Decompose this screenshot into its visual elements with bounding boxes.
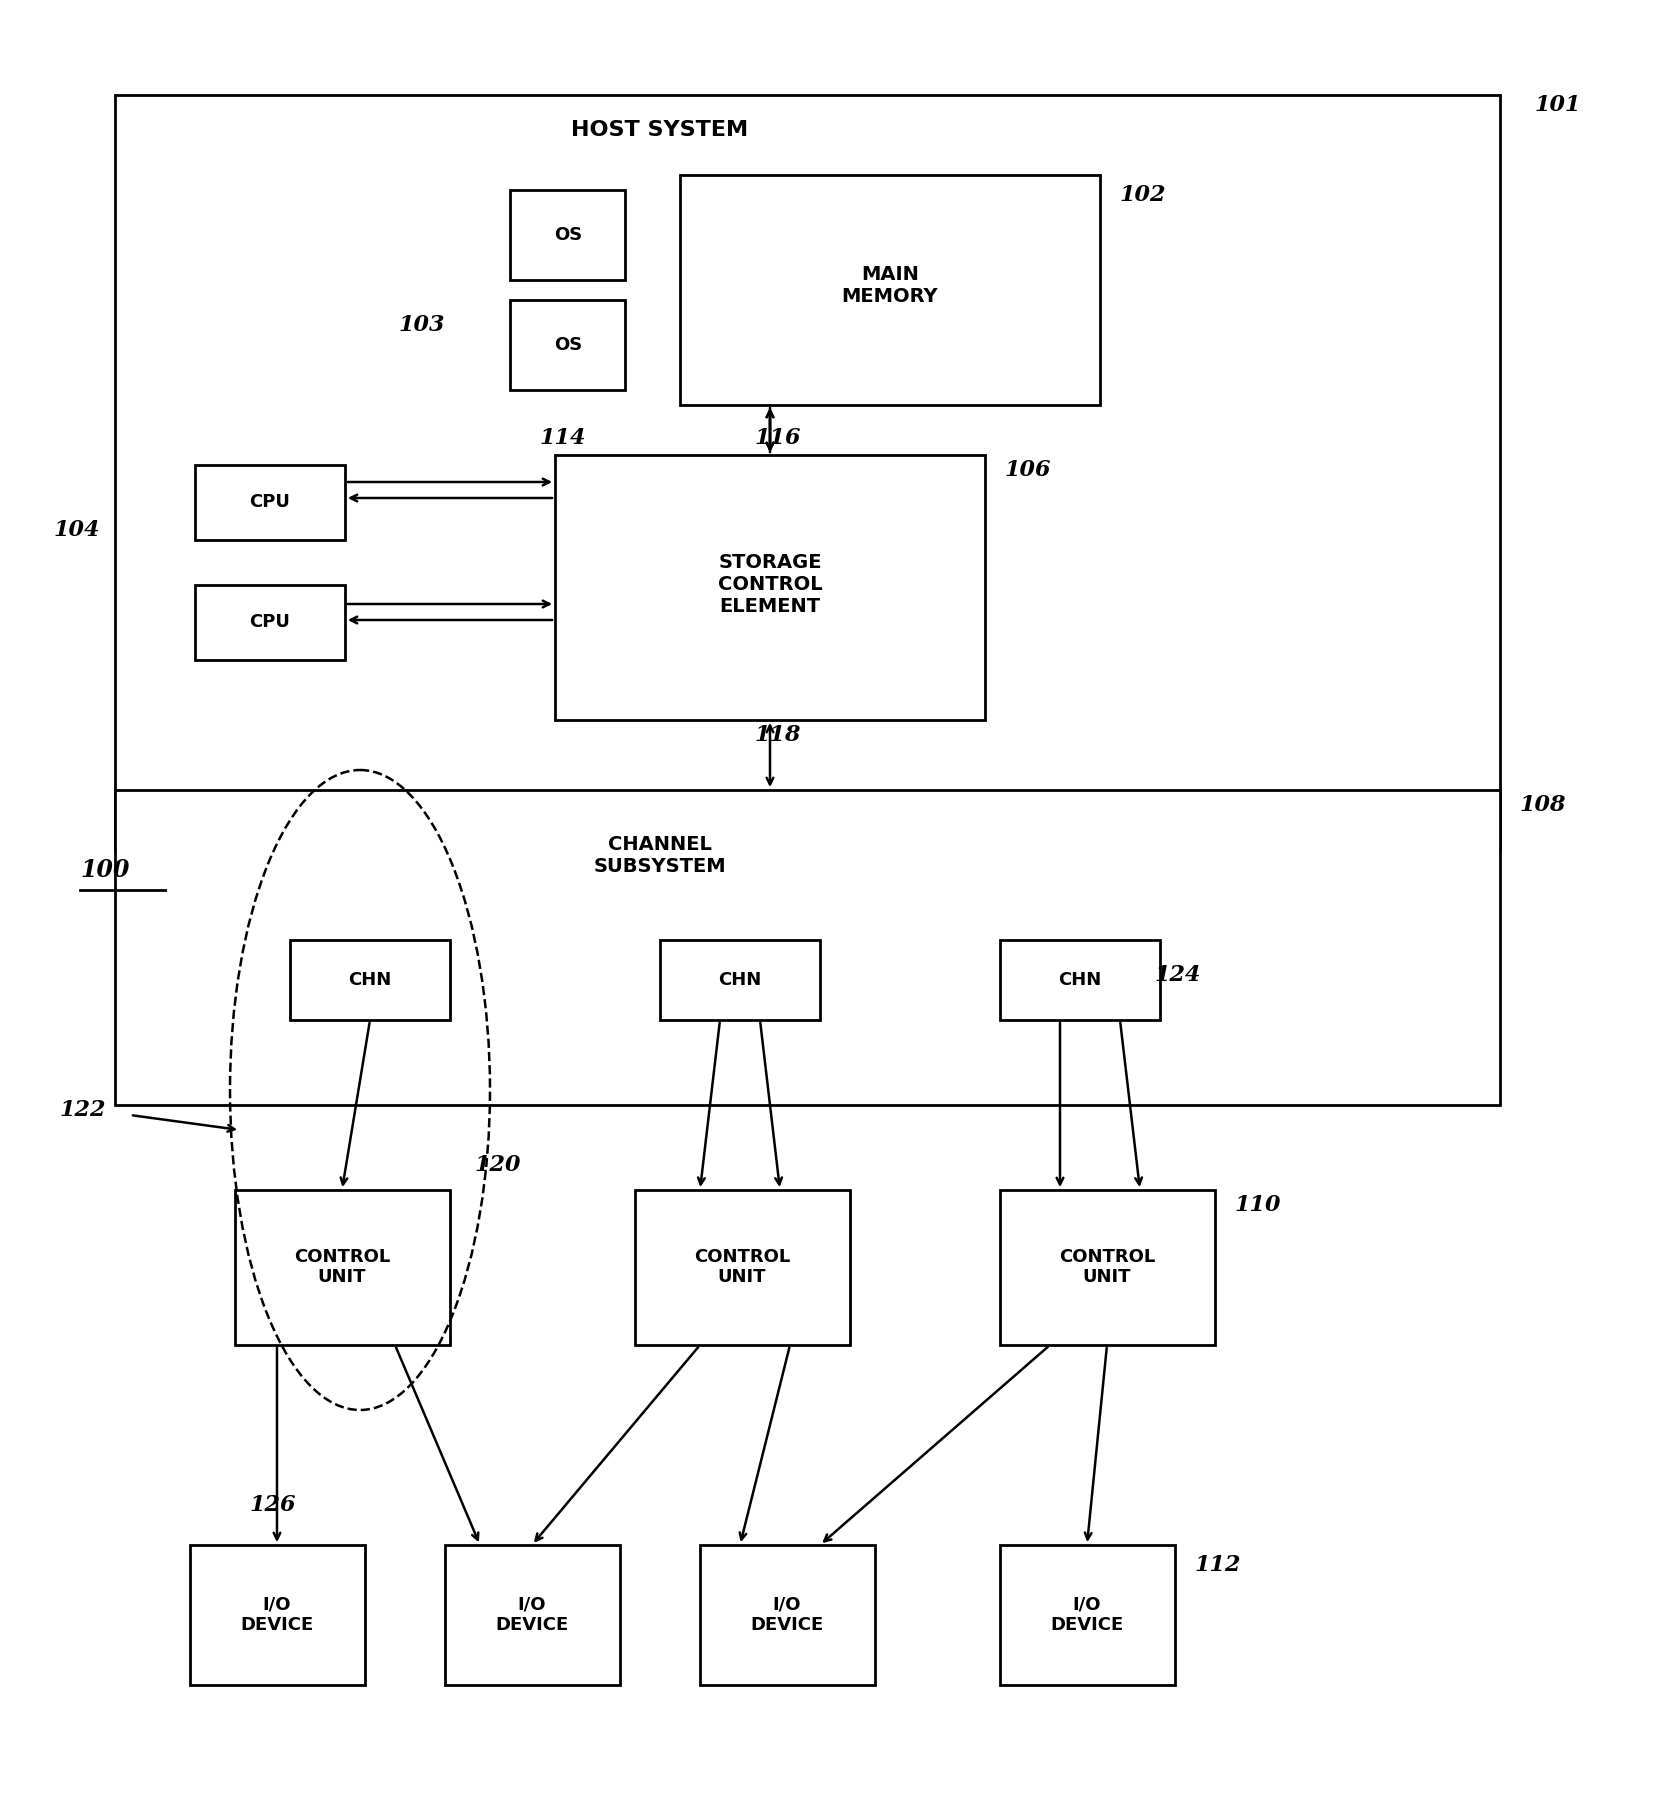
Bar (999, 1190, 1216, 1346)
Text: CONTROL
UNIT: CONTROL UNIT (694, 1248, 790, 1286)
Text: 122: 122 (60, 1100, 107, 1122)
Text: 110: 110 (1234, 1194, 1281, 1216)
Text: I/O
DEVICE: I/O DEVICE (750, 1596, 823, 1634)
Text: 106: 106 (1005, 459, 1051, 481)
Bar (510, 300, 626, 391)
Text: 103: 103 (399, 315, 444, 336)
Text: MAIN
MEMORY: MAIN MEMORY (842, 264, 939, 306)
Text: 104: 104 (54, 519, 101, 541)
Text: HOST SYSTEM: HOST SYSTEM (572, 119, 748, 139)
Bar (195, 584, 345, 660)
Text: 112: 112 (1196, 1554, 1241, 1576)
Text: OS: OS (553, 336, 582, 355)
Text: I/O
DEVICE: I/O DEVICE (495, 1596, 569, 1634)
Text: 102: 102 (1120, 185, 1167, 206)
Text: CHN: CHN (718, 971, 761, 990)
Text: 114: 114 (540, 427, 587, 449)
Bar (290, 941, 449, 1020)
Bar (235, 1190, 449, 1346)
Text: 120: 120 (475, 1154, 522, 1176)
Bar (116, 791, 1499, 1105)
Text: I/O
DEVICE: I/O DEVICE (1050, 1596, 1124, 1634)
Bar (510, 190, 626, 280)
Text: CHANNEL
SUBSYSTEM: CHANNEL SUBSYSTEM (594, 834, 726, 876)
Bar (999, 1545, 1176, 1684)
Bar (116, 96, 1499, 850)
Bar (555, 456, 984, 720)
Text: CONTROL
UNIT: CONTROL UNIT (1058, 1248, 1155, 1286)
Text: 108: 108 (1519, 794, 1566, 816)
Text: CPU: CPU (250, 494, 290, 510)
Text: 124: 124 (1155, 964, 1201, 986)
Bar (999, 941, 1160, 1020)
Bar (661, 941, 820, 1020)
Text: CHN: CHN (1058, 971, 1102, 990)
Text: CHN: CHN (349, 971, 392, 990)
Text: OS: OS (553, 226, 582, 244)
Text: 126: 126 (250, 1494, 297, 1516)
Bar (679, 175, 1100, 405)
Bar (444, 1545, 620, 1684)
Text: 101: 101 (1534, 94, 1581, 116)
Bar (699, 1545, 875, 1684)
Bar (636, 1190, 850, 1346)
Text: STORAGE
CONTROL
ELEMENT: STORAGE CONTROL ELEMENT (718, 554, 822, 617)
Bar (195, 465, 345, 541)
Text: 118: 118 (755, 724, 802, 745)
Bar (190, 1545, 366, 1684)
Text: 100: 100 (80, 857, 129, 883)
Text: CONTROL
UNIT: CONTROL UNIT (293, 1248, 391, 1286)
Text: 116: 116 (755, 427, 802, 449)
Text: I/O
DEVICE: I/O DEVICE (240, 1596, 314, 1634)
Text: CPU: CPU (250, 613, 290, 631)
